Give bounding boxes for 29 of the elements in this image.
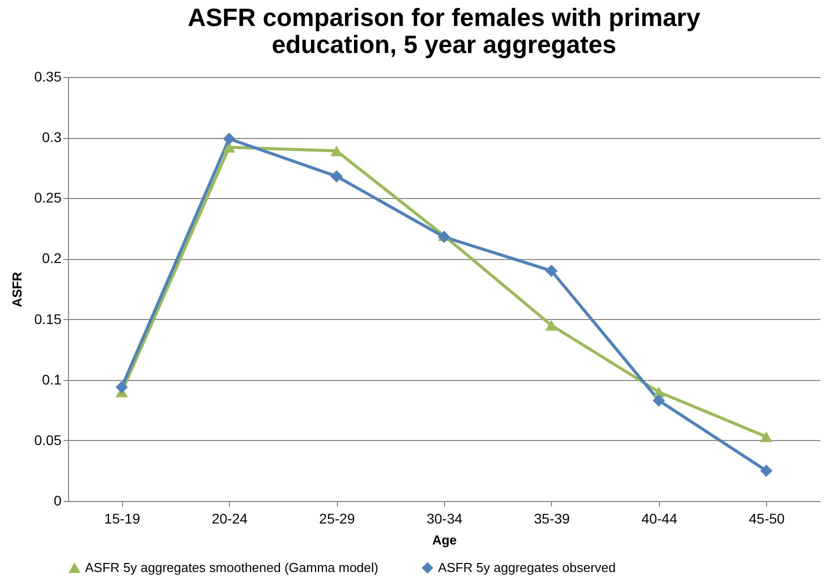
point	[760, 431, 772, 442]
point	[652, 394, 665, 407]
y-tick-label: 0.3	[42, 129, 62, 146]
point	[116, 381, 128, 394]
point	[438, 230, 450, 244]
x-tick-label: 30-34	[426, 510, 463, 526]
x-tick-label: 20-24	[212, 510, 248, 526]
y-tick-label: 0.05	[34, 432, 62, 448]
y-axis-title: ASFR	[9, 271, 24, 308]
y-tick-label: 0.25	[34, 190, 62, 206]
y-tick-label: 0.15	[34, 310, 62, 327]
x-tick-label: 35-39	[534, 510, 570, 526]
y-tick-label: 0.35	[34, 68, 62, 84]
point	[330, 170, 343, 182]
y-tick-label: 0	[54, 492, 62, 508]
y-tick-label: 0.2	[42, 250, 62, 266]
legend-label: ASFR 5y aggregates smoothened (Gamma model)	[85, 560, 378, 576]
x-tick-label: 15-19	[104, 510, 140, 526]
y-tick-label: 0.1	[42, 371, 62, 388]
point	[545, 320, 558, 331]
x-tick-label: 40-44	[641, 510, 678, 526]
point	[545, 264, 558, 277]
x-axis-title: Age	[432, 532, 457, 548]
x-tick-label: 45-50	[748, 510, 785, 526]
point	[223, 132, 236, 145]
point	[760, 464, 772, 477]
legend-label: ASFR 5y aggregates observed	[438, 560, 616, 575]
chart-title: ASFR comparison for females with primary education, 5 year aggregates	[188, 4, 700, 59]
x-tick-label: 25-29	[319, 510, 356, 526]
